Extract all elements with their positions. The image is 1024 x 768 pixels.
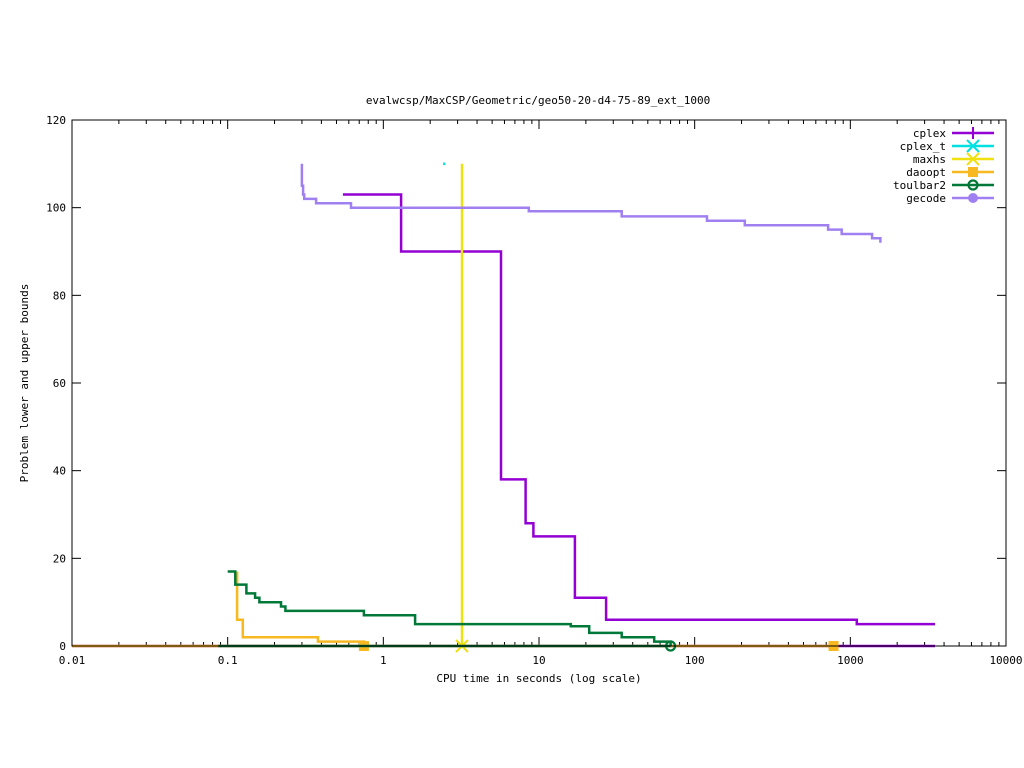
legend-label: toulbar2 [893,179,946,192]
x-axis-label: CPU time in seconds (log scale) [436,672,641,685]
y-tick-label: 60 [53,377,66,390]
y-tick-label: 80 [53,289,66,302]
x-tick-label: 10000 [989,654,1022,667]
x-tick-label: 1 [380,654,387,667]
legend-marker-toulbar2 [967,179,979,191]
y-tick-label: 40 [53,465,66,478]
legend-entry-cplex_t: cplex_t [900,139,994,153]
legend-marker-cplex_t [966,139,980,153]
legend-label: cplex [913,127,946,140]
y-tick-label: 0 [59,640,66,653]
legend-label: gecode [906,192,946,205]
legend-entry-gecode: gecode [906,192,994,205]
legend-entry-cplex: cplex [913,127,994,140]
plot-frame [71,119,1007,647]
chart-title: evalwcsp/MaxCSP/Geometric/geo50-20-d4-75… [366,94,710,107]
x-tick-label: 0.1 [218,654,238,667]
series-line-gecode [300,163,882,243]
legend-label: maxhs [913,153,946,166]
legend-entry-daoopt: daoopt [906,166,994,179]
legend-entry-toulbar2: toulbar2 [893,179,994,192]
x-tick-label: 0.01 [59,654,86,667]
y-tick-label: 120 [46,114,66,127]
legend-marker-gecode [968,193,978,203]
x-tick-label: 100 [685,654,705,667]
legend-marker-cplex [967,127,979,139]
series-line-daoopt [235,571,366,646]
series-gecode [300,163,882,243]
legend-label: cplex_t [900,140,946,153]
legend-marker-daoopt [968,167,978,177]
series-line-cplex [342,193,935,626]
y-axis-label: Problem lower and upper bounds [18,284,31,483]
x-tick-label: 10 [532,654,545,667]
series-line-toulbar2 [227,570,672,646]
y-tick-label: 100 [46,202,66,215]
legend-marker-maxhs [966,152,980,166]
axes: 0.01 0.1 1 10 100 1000 10000 0 20 40 60 80 100 120 [46,114,1022,667]
y-tick-label: 20 [53,552,66,565]
legend-entry-maxhs: maxhs [913,152,994,166]
x-tick-label: 1000 [837,654,864,667]
legend-label: daoopt [906,166,946,179]
